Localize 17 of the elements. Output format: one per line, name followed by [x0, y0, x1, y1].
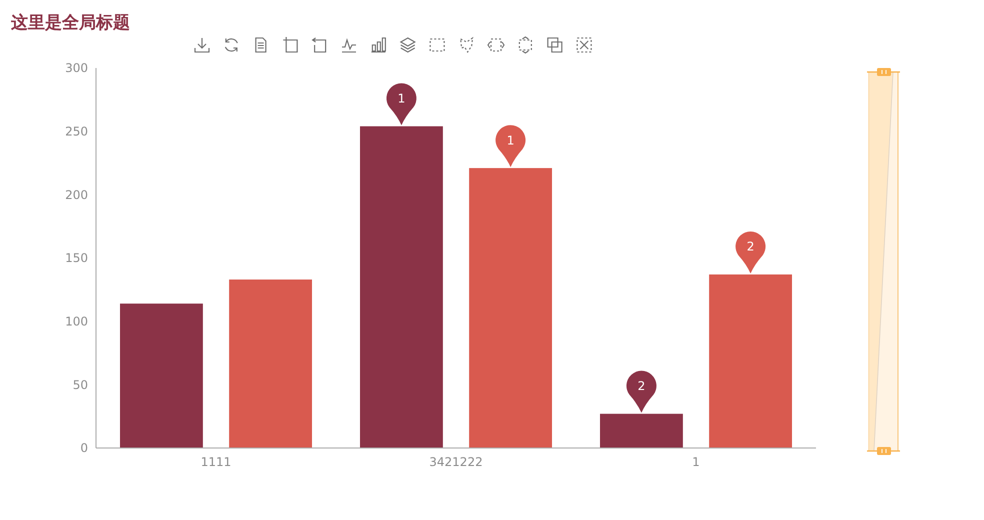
- x-tick-label: 3421222: [429, 455, 483, 470]
- chart-title: 这里是全局标题: [10, 13, 130, 33]
- annotation: 2: [746, 240, 754, 254]
- y-tick-label: 50: [72, 378, 88, 392]
- x-tick-label: 1111: [200, 455, 232, 470]
- y-tick-label: 0: [80, 441, 88, 456]
- bar: [229, 280, 312, 448]
- y-tick-label: 200: [65, 188, 88, 202]
- y-tick-label: 150: [65, 251, 88, 266]
- bar: [120, 304, 203, 448]
- y-tick-label: 300: [65, 61, 88, 76]
- annotation: 2: [638, 379, 646, 393]
- annotation: 1: [398, 91, 406, 106]
- y-tick-label: 250: [65, 124, 88, 139]
- x-tick-label: 1: [692, 455, 700, 470]
- annotation: 1: [506, 133, 514, 148]
- y-tick-label: 100: [65, 314, 88, 329]
